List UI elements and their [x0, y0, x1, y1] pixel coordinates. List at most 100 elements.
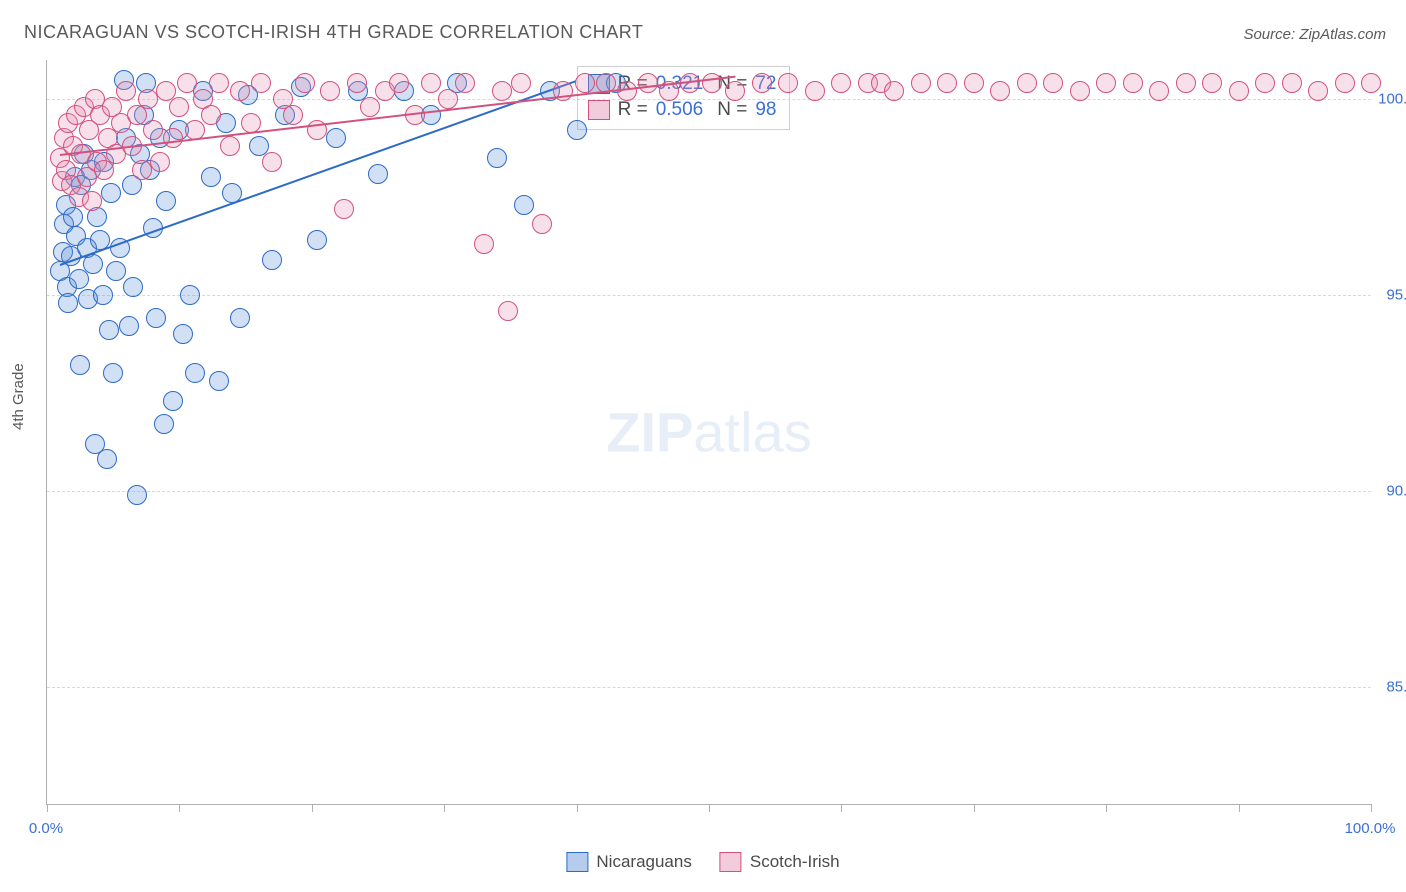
- scatter-point: [831, 73, 851, 93]
- scatter-point: [97, 449, 117, 469]
- scatter-point: [320, 81, 340, 101]
- scatter-point: [347, 73, 367, 93]
- scatter-point: [752, 73, 772, 93]
- scatter-point: [514, 195, 534, 215]
- scatter-point: [241, 113, 261, 133]
- swatch-scotch-irish: [588, 100, 610, 120]
- r-label: R =: [618, 99, 648, 121]
- scatter-point: [307, 230, 327, 250]
- x-tick: [841, 804, 842, 812]
- scatter-point: [1202, 73, 1222, 93]
- scatter-point: [173, 324, 193, 344]
- scatter-point: [101, 183, 121, 203]
- scatter-point: [1043, 73, 1063, 93]
- scatter-point: [69, 269, 89, 289]
- scatter-point: [209, 371, 229, 391]
- scatter-point: [474, 234, 494, 254]
- gridline: [47, 295, 1371, 296]
- scatter-point: [230, 308, 250, 328]
- scatter-point: [150, 152, 170, 172]
- scatter-point: [455, 73, 475, 93]
- scatter-point: [1017, 73, 1037, 93]
- scatter-point: [138, 89, 158, 109]
- x-tick: [1239, 804, 1240, 812]
- scatter-point: [70, 355, 90, 375]
- y-axis-label: 4th Grade: [10, 363, 27, 430]
- scatter-point: [209, 73, 229, 93]
- scatter-point: [180, 285, 200, 305]
- x-tick: [444, 804, 445, 812]
- scatter-point: [201, 167, 221, 187]
- legend-item-scotch-irish: Scotch-Irish: [720, 852, 840, 872]
- scatter-point: [884, 81, 904, 101]
- scatter-point: [262, 152, 282, 172]
- legend-label-nicaraguans: Nicaraguans: [596, 852, 691, 872]
- r-value-scotch-irish: 0.506: [656, 99, 704, 121]
- scatter-point: [778, 73, 798, 93]
- gridline: [47, 491, 1371, 492]
- x-tick: [312, 804, 313, 812]
- gridline: [47, 687, 1371, 688]
- scatter-point: [702, 73, 722, 93]
- x-tick: [47, 804, 48, 812]
- scatter-point: [99, 320, 119, 340]
- scatter-point: [154, 414, 174, 434]
- scatter-point: [492, 81, 512, 101]
- scatter-point: [368, 164, 388, 184]
- scatter-point: [262, 250, 282, 270]
- plot-area: ZIPatlas R = 0.321 N = 72 R = 0.506 N = …: [46, 60, 1371, 805]
- scatter-point: [143, 120, 163, 140]
- x-tick: [1106, 804, 1107, 812]
- scatter-point: [163, 391, 183, 411]
- scatter-point: [1255, 73, 1275, 93]
- scatter-point: [567, 120, 587, 140]
- chart-title: NICARAGUAN VS SCOTCH-IRISH 4TH GRADE COR…: [24, 22, 643, 43]
- stats-row-scotch-irish: R = 0.506 N = 98: [588, 97, 777, 123]
- scatter-point: [103, 363, 123, 383]
- scatter-point: [617, 81, 637, 101]
- watermark: ZIPatlas: [606, 400, 811, 465]
- y-tick-label: 85.0%: [1386, 678, 1406, 695]
- scatter-point: [283, 105, 303, 125]
- scatter-point: [116, 81, 136, 101]
- scatter-point: [1070, 81, 1090, 101]
- scatter-point: [638, 73, 658, 93]
- scatter-point: [964, 73, 984, 93]
- scatter-point: [82, 191, 102, 211]
- scatter-point: [937, 73, 957, 93]
- scatter-point: [1308, 81, 1328, 101]
- x-tick: [1371, 804, 1372, 812]
- scatter-point: [251, 73, 271, 93]
- y-tick-label: 90.0%: [1386, 482, 1406, 499]
- scatter-point: [487, 148, 507, 168]
- n-value-scotch-irish: 98: [755, 99, 776, 121]
- scatter-point: [93, 285, 113, 305]
- x-tick: [709, 804, 710, 812]
- watermark-light: atlas: [693, 401, 811, 464]
- x-tick: [179, 804, 180, 812]
- scatter-point: [169, 97, 189, 117]
- scatter-point: [58, 293, 78, 313]
- scatter-point: [990, 81, 1010, 101]
- n-label: N =: [717, 99, 747, 121]
- legend-swatch-scotch-irish: [720, 852, 742, 872]
- legend-item-nicaraguans: Nicaraguans: [566, 852, 691, 872]
- scatter-point: [163, 128, 183, 148]
- scatter-point: [334, 199, 354, 219]
- scatter-point: [106, 261, 126, 281]
- scatter-point: [1149, 81, 1169, 101]
- x-tick-label: 100.0%: [1345, 820, 1396, 837]
- scatter-point: [123, 277, 143, 297]
- scatter-point: [498, 301, 518, 321]
- legend-swatch-nicaraguans: [566, 852, 588, 872]
- scatter-point: [725, 81, 745, 101]
- scatter-point: [1176, 73, 1196, 93]
- scatter-point: [511, 73, 531, 93]
- x-tick-label: 0.0%: [29, 820, 63, 837]
- scatter-point: [295, 73, 315, 93]
- scatter-point: [1282, 73, 1302, 93]
- scatter-point: [532, 214, 552, 234]
- scatter-point: [575, 73, 595, 93]
- scatter-point: [220, 136, 240, 156]
- scatter-point: [911, 73, 931, 93]
